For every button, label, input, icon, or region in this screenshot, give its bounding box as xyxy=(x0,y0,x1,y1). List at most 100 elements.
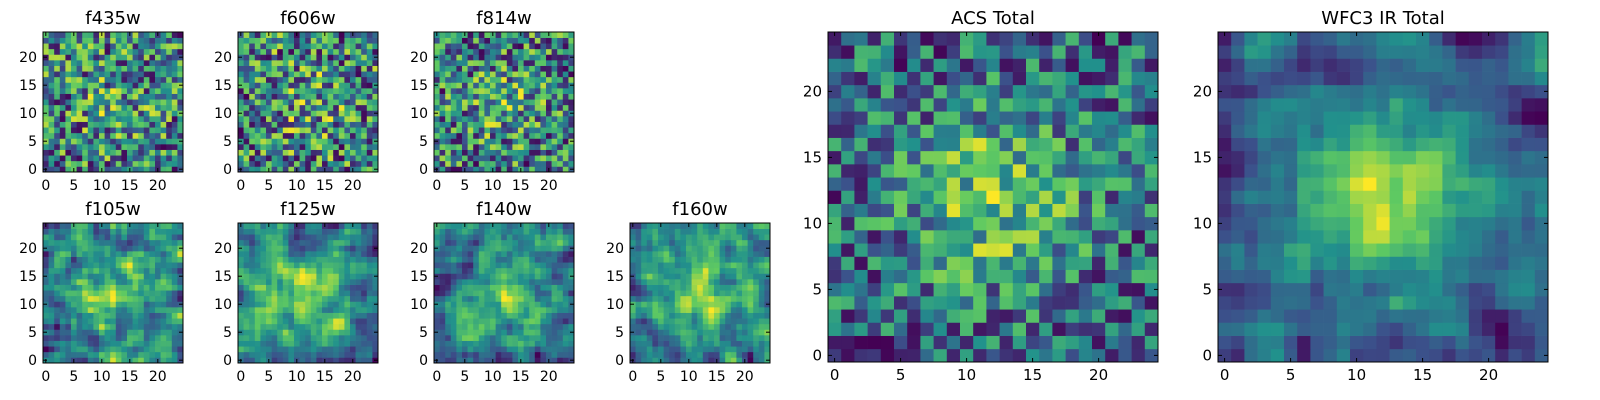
heatmap-cell xyxy=(104,65,111,72)
heatmap-cell xyxy=(445,290,452,297)
heatmap-cell xyxy=(149,110,156,117)
heatmap-cell xyxy=(93,88,100,94)
heatmap-cell xyxy=(355,43,362,50)
heatmap-cell xyxy=(282,48,289,55)
heatmap-cell xyxy=(946,230,961,244)
heatmap-cell xyxy=(920,216,934,231)
heatmap-cell xyxy=(758,318,765,325)
heatmap-cell xyxy=(702,307,709,313)
heatmap-cell xyxy=(646,295,653,302)
heatmap-cell xyxy=(288,110,295,117)
heatmap-cell xyxy=(327,132,334,139)
heatmap-cell xyxy=(59,323,66,330)
heatmap-cell xyxy=(82,32,89,38)
heatmap-cell xyxy=(462,307,468,313)
heatmap-cell xyxy=(299,104,306,111)
heatmap-cell xyxy=(736,273,743,280)
heatmap-cell xyxy=(529,160,536,167)
heatmap-cell xyxy=(294,262,300,269)
heatmap-cell xyxy=(758,245,765,252)
heatmap-cell xyxy=(484,234,491,241)
heatmap-cell xyxy=(747,256,754,263)
heatmap-cell xyxy=(478,110,485,117)
heatmap-cell xyxy=(160,43,167,50)
heatmap-cell xyxy=(166,335,173,341)
heatmap-cell xyxy=(867,322,882,336)
heatmap-cell xyxy=(266,295,272,302)
heatmap-cell xyxy=(462,245,468,252)
heatmap-cell xyxy=(439,340,446,347)
heatmap-cell xyxy=(933,282,948,297)
heatmap-cell xyxy=(372,323,379,330)
heatmap-cell xyxy=(344,132,351,139)
heatmap-cell xyxy=(557,329,564,336)
heatmap-cell xyxy=(43,335,49,341)
heatmap-cell xyxy=(730,262,737,269)
heatmap-cell xyxy=(171,357,178,364)
heatmap-cell xyxy=(71,104,77,111)
heatmap-cell xyxy=(490,155,496,162)
heatmap-cell xyxy=(753,351,760,358)
heatmap-cell xyxy=(243,346,250,353)
heatmap-cell xyxy=(663,284,670,291)
heatmap-cell xyxy=(333,290,340,297)
heatmap-cell xyxy=(1052,282,1066,297)
heatmap-cell xyxy=(484,284,491,291)
heatmap-cell xyxy=(238,239,244,246)
heatmap-cell xyxy=(143,149,150,156)
heatmap-cell xyxy=(115,71,122,78)
heatmap-cell xyxy=(294,82,300,89)
heatmap-cell xyxy=(1105,164,1119,178)
heatmap-cell xyxy=(115,104,122,111)
heatmap-cell xyxy=(344,351,351,358)
heatmap-cell xyxy=(946,348,961,363)
heatmap-cell xyxy=(249,110,256,117)
heatmap-cell xyxy=(143,329,150,336)
heatmap-cell xyxy=(828,150,842,165)
heatmap-cells xyxy=(434,223,575,364)
axes-frame xyxy=(433,222,575,364)
heatmap-cell xyxy=(540,251,547,257)
heatmap-cell xyxy=(82,273,89,280)
heatmap-cell xyxy=(506,295,513,302)
heatmap-cell xyxy=(719,256,726,263)
heatmap-cell xyxy=(54,318,61,325)
heatmap-cell xyxy=(907,309,921,323)
heatmap-cell xyxy=(288,93,295,100)
heatmap-cell xyxy=(71,60,77,66)
heatmap-cell xyxy=(439,104,446,111)
heatmap-cell xyxy=(138,121,145,128)
heatmap-cell xyxy=(160,166,167,173)
heatmap-cell xyxy=(43,279,49,285)
heatmap-cell xyxy=(93,65,100,72)
heatmap-cell xyxy=(143,323,150,330)
heatmap-cell xyxy=(434,351,440,358)
heatmap-cell xyxy=(529,239,536,246)
heatmap-cell xyxy=(299,351,306,358)
heatmap-cell xyxy=(495,329,502,336)
heatmap-cell xyxy=(518,60,524,66)
heatmap-cell xyxy=(697,312,704,319)
heatmap-cell xyxy=(1144,335,1159,350)
heatmap-cell xyxy=(523,312,530,319)
heatmap-cell xyxy=(71,267,77,274)
heatmap-cell xyxy=(260,267,267,274)
heatmap-cell xyxy=(338,60,345,66)
heatmap-cell xyxy=(104,284,111,291)
heatmap-cell xyxy=(260,160,267,167)
heatmap-cell xyxy=(149,60,156,66)
heatmap-cell xyxy=(266,144,272,150)
heatmap-cell xyxy=(484,99,491,106)
heatmap-cell xyxy=(894,177,908,191)
heatmap-cell xyxy=(933,216,948,231)
heatmap-cell xyxy=(76,155,83,162)
heatmap-cell xyxy=(171,290,178,297)
heatmap-cell xyxy=(249,340,256,347)
heatmap-cell xyxy=(93,54,100,61)
heatmap-cell xyxy=(753,284,760,291)
heatmap-cell xyxy=(271,301,278,308)
heatmap-cell xyxy=(663,301,670,308)
heatmap-cell xyxy=(338,127,345,134)
heatmap-cell xyxy=(65,312,72,319)
heatmap-cell xyxy=(490,346,496,353)
